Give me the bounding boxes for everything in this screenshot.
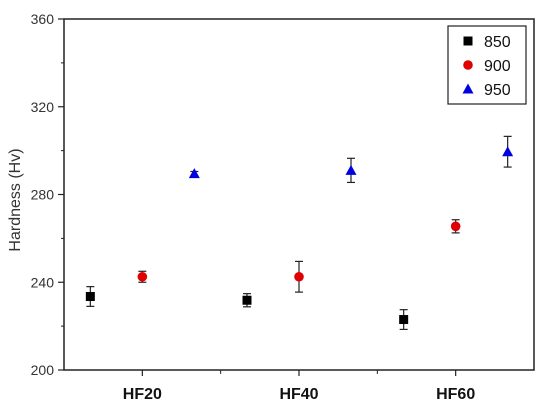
data-point: [137, 271, 148, 282]
data-point: [294, 271, 304, 282]
y-tick-label: 200: [31, 362, 55, 378]
x-category-label: HF60: [436, 386, 475, 403]
legend-box: [447, 25, 527, 105]
y-axis-title: Hardness (Hv): [7, 148, 24, 251]
data-point: [450, 221, 461, 232]
legend: 850 900 950: [447, 25, 527, 105]
y-ticks: 200 240 280 320 360: [31, 11, 64, 378]
series-950: [188, 135, 514, 184]
legend-label: 950: [484, 82, 511, 99]
data-point: [242, 295, 252, 305]
data-point: [399, 315, 409, 325]
legend-marker: [463, 60, 473, 70]
data-point: [188, 168, 200, 179]
x-category-label: HF40: [279, 386, 318, 403]
legend-label: 850: [484, 34, 511, 51]
data-point: [85, 292, 95, 302]
y-tick-label: 280: [31, 187, 55, 203]
x-category-label: HF20: [123, 386, 162, 403]
legend-label: 900: [484, 58, 511, 75]
series-850: [85, 286, 409, 331]
y-tick-label: 320: [31, 99, 55, 115]
y-tick-label: 360: [31, 11, 55, 27]
series-900: [137, 219, 461, 293]
data-point: [345, 164, 357, 175]
data-points: [85, 135, 514, 331]
data-point: [502, 146, 514, 157]
legend-marker: [462, 83, 474, 94]
legend-marker: [463, 36, 473, 46]
y-tick-label: 240: [31, 274, 55, 290]
x-category-labels: HF20 HF40 HF60: [123, 370, 475, 403]
